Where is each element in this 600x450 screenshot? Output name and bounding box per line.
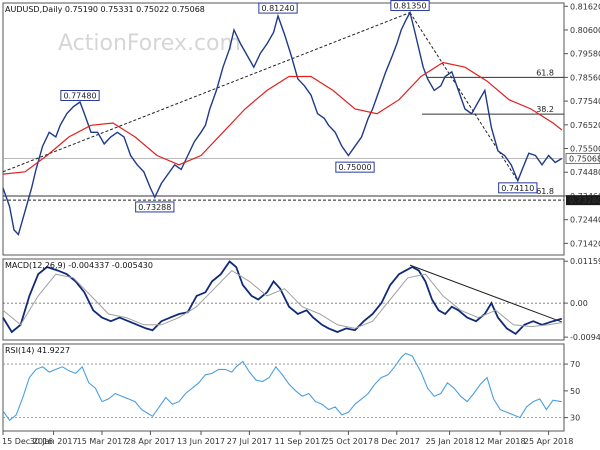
price-y-tick-label: 0.77540 [570,97,600,106]
macd-panel-title: MACD(12,26,9) -0.004337 -0.005430 [5,261,153,270]
watermark: ActionForex.com [58,31,241,56]
annotation-label: 0.75000 [338,163,371,172]
x-tick-label: 13 Jun 2017 [177,437,225,446]
price-y-tick-label: 0.72440 [570,216,600,225]
x-tick-label: 28 Apr 2017 [126,437,175,446]
macd-y-tick-label: -0.009408 [570,333,600,342]
fib-level-label: 38.2 [536,105,554,114]
annotation-label: 0.77480 [63,91,96,100]
annotation-label: 0.73288 [138,203,171,212]
price-y-tick-label: 0.81620 [570,2,600,11]
price-y-tick-label: 0.80600 [570,26,600,35]
fib-level-label: 61.8 [536,68,554,77]
price-y-tick-label: 0.71420 [570,239,600,248]
x-tick-label: 30 Jan 2017 [30,437,78,446]
trendline [2,12,411,173]
rsi-line [2,352,562,422]
macd-line [2,260,563,336]
annotation-box [60,89,100,101]
price-panel: 61.8 38.2 61.8 0.81240 0.81350 0.77480 0.75000… [2,0,600,256]
current-price-tag [565,153,600,164]
macd-y-tick-label: 0.00 [570,299,588,308]
current-price-label: 0.75068 [569,155,600,164]
moving-average-line [2,61,563,175]
macd-signal-line [2,269,562,329]
x-tick-label: 15 Dec 2016 [2,437,53,446]
price-panel-title: AUDUSD,Daily 0.75190 0.75331 0.75022 0.7… [5,5,205,14]
price-y-tick-label: 0.78560 [570,73,600,82]
price-y-tick-label: 0.76520 [570,121,600,130]
annotation-box [258,2,298,14]
price-line [2,10,563,236]
x-tick-label: 8 Dec 2017 [374,437,420,446]
macd-y-tick-label: 0.01159 [570,257,600,266]
rsi-panel: 70 50 30 RSI(14) 41.9227 [2,343,580,432]
fib-level-label: 61.8 [536,187,554,196]
macd-trendline [409,264,562,323]
price-y-tick-label: 0.75500 [570,145,600,154]
rsi-y-tick-label: 30 [570,414,580,423]
x-tick-label: 25 Apr 2018 [524,437,573,446]
rsi-y-tick-label: 70 [570,360,580,369]
annotation-box [390,0,430,12]
x-tick-label: 27 Jul 2017 [227,437,272,446]
annotation-label: 0.81240 [261,4,294,13]
macd-panel-frame [2,258,565,341]
price-y-tick-label: 0.79580 [570,50,600,59]
x-tick-label: 25 Jan 2018 [426,437,474,446]
x-tick-label: 11 Sep 2017 [275,437,326,446]
x-tick-label: 15 Mar 2017 [77,437,128,446]
rsi-panel-title: RSI(14) 41.9227 [5,346,70,355]
macd-panel: 0.01159 0.00 -0.009408 MACD(12,26,9) -0.004… [2,257,600,342]
annotation-label: 0.81350 [393,2,426,11]
rsi-y-tick-label: 50 [570,387,580,396]
price-y-tick-label: 0.74480 [570,168,600,177]
x-tick-label: 25 Oct 2017 [324,437,373,446]
annotation-box [135,201,175,213]
support-level-label: 0.73280 [569,196,600,205]
x-tick-label: 12 Mar 2018 [475,437,526,446]
annotation-label: 0.74110 [501,184,534,193]
rsi-panel-frame [2,343,565,432]
support-level-tag [566,195,600,206]
annotation-box [498,182,538,194]
annotation-box [335,161,375,173]
